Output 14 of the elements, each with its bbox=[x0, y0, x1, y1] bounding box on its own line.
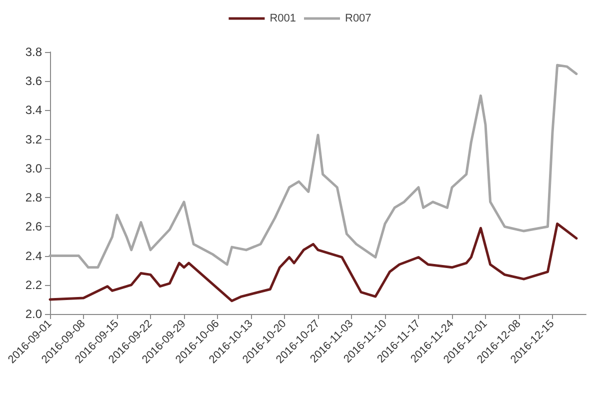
line-series bbox=[48, 222, 578, 302]
line-series bbox=[48, 64, 578, 269]
y-tick-label: 3.6 bbox=[25, 74, 42, 88]
y-tick-label: 3.4 bbox=[25, 103, 42, 118]
y-tick-label: 2.8 bbox=[25, 190, 42, 205]
legend-label: R007 bbox=[345, 12, 372, 24]
y-tick-label: 3.2 bbox=[25, 132, 42, 146]
legend-label: R001 bbox=[270, 12, 296, 24]
y-tick-label: 2.6 bbox=[25, 220, 42, 234]
y-tick-label: 3.8 bbox=[25, 45, 42, 59]
y-tick-label: 2.2 bbox=[25, 278, 42, 292]
y-tick-label: 2.0 bbox=[25, 307, 42, 321]
y-tick-label: 3.0 bbox=[25, 161, 42, 176]
y-tick-label: 2.4 bbox=[25, 248, 42, 263]
